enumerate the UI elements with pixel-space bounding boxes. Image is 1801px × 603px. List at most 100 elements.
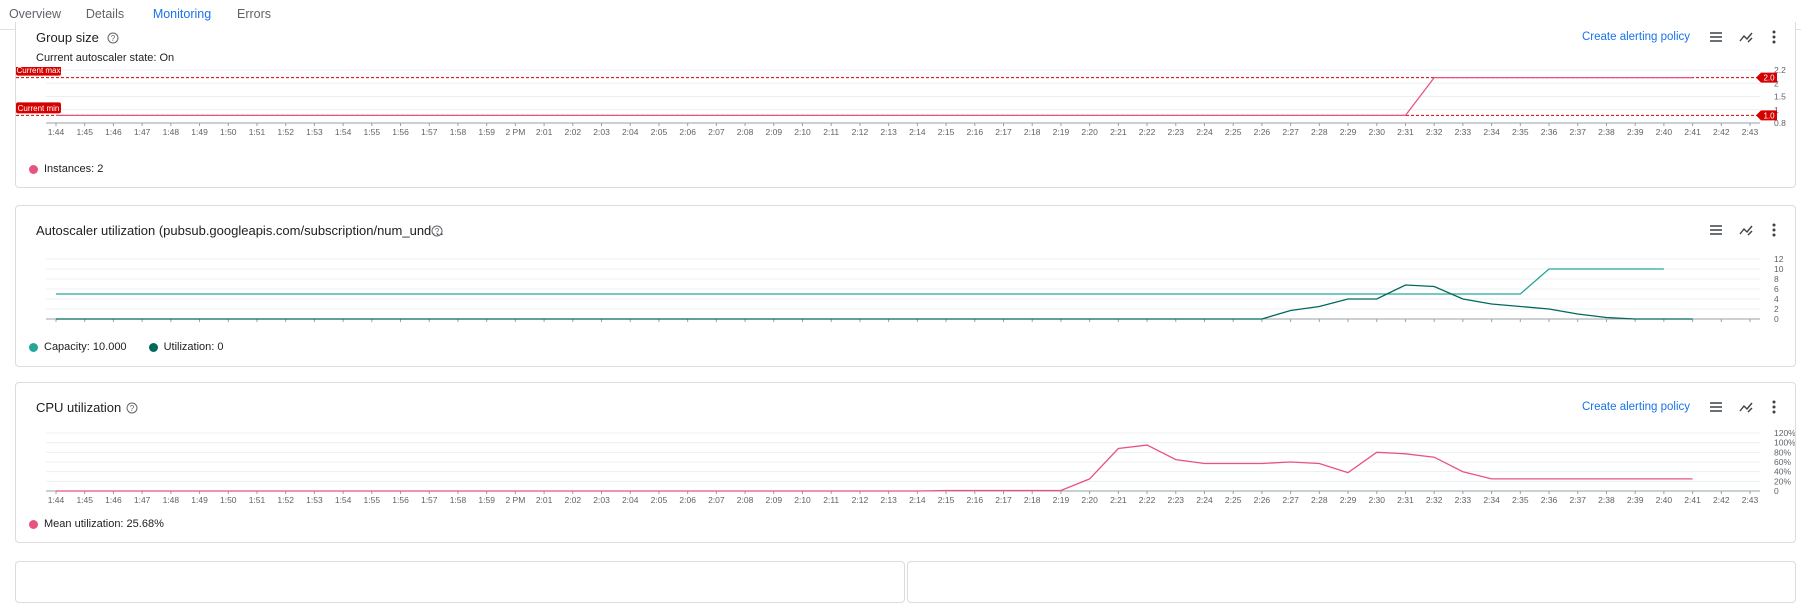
y-tick-label: 0 [1774, 314, 1779, 324]
x-tick-label: 2:29 [1340, 323, 1357, 324]
y-tick-label: 10 [1774, 264, 1784, 274]
x-tick-label: 2:13 [880, 127, 897, 137]
legend-item-instances[interactable]: Instances: 2 [29, 163, 103, 175]
x-tick-label: 2:01 [536, 495, 553, 505]
x-tick-label: 1:55 [364, 127, 381, 137]
y-tick-label: 8 [1774, 274, 1779, 284]
threshold-badge-label: Current max [16, 67, 60, 75]
x-tick-label: 2:32 [1426, 323, 1443, 324]
x-tick-label: 2:33 [1455, 495, 1472, 505]
more-vert-icon[interactable] [1766, 399, 1782, 415]
x-tick-label: 1:56 [392, 495, 409, 505]
create-alerting-policy-link[interactable]: Create alerting policy [1582, 401, 1691, 413]
legend-toggle-icon[interactable] [1708, 29, 1724, 45]
svg-text:?: ? [111, 34, 116, 43]
create-alerting-policy-link[interactable]: Create alerting policy [1582, 31, 1691, 43]
x-tick-label: 2:10 [794, 127, 811, 137]
help-icon[interactable]: ? [126, 402, 138, 414]
y-tick-label: 100% [1774, 438, 1795, 448]
x-tick-label: 2:27 [1282, 495, 1299, 505]
x-tick-label: 2:21 [1110, 495, 1127, 505]
y-tick-label: 12 [1774, 254, 1784, 264]
x-tick-label: 1:46 [105, 323, 122, 324]
legend-item-mean-utilization[interactable]: Mean utilization: 25.68% [29, 518, 164, 530]
x-tick-label: 2:23 [1167, 495, 1184, 505]
explore-chart-icon[interactable] [1738, 399, 1754, 415]
y-tick-label: 2 [1774, 78, 1779, 88]
group-size-legend: Instances: 2 [29, 163, 103, 175]
cpu-utilization-card: CPU utilization ? Create alerting policy… [15, 382, 1796, 543]
svg-text:?: ? [130, 404, 135, 413]
x-tick-label: 1:44 [48, 495, 65, 505]
x-tick-label: 1:57 [421, 323, 438, 324]
threshold-value-tag [1756, 72, 1777, 83]
x-tick-label: 2:41 [1684, 323, 1701, 324]
series-line-utilization[interactable] [56, 284, 1693, 320]
x-tick-label: 2:19 [1053, 495, 1070, 505]
cpu-utilization-chart: 020%40%60%80%100%120% 1:44 1:45 1:46 1:47 1:4… [46, 428, 1795, 505]
x-tick-label: 2:38 [1598, 323, 1615, 324]
help-icon[interactable]: ? [431, 225, 443, 237]
x-tick-label: 2:30 [1368, 323, 1385, 324]
x-tick-label: 2:13 [880, 495, 897, 505]
x-tick-label: 1:48 [163, 323, 180, 324]
more-vert-icon[interactable] [1766, 222, 1782, 238]
x-tick-label: 2:13 [880, 323, 897, 324]
threshold-value-tag [1756, 110, 1777, 121]
x-tick-label: 2:27 [1282, 127, 1299, 137]
x-tick-label: 2:42 [1713, 323, 1730, 324]
x-tick-label: 2:02 [565, 323, 582, 324]
x-tick-label: 1:54 [335, 495, 352, 505]
cpu-utilization-title: CPU utilization [36, 400, 122, 415]
autoscaler-utilization-title: Autoscaler utilization (pubsub.googleapi… [36, 223, 445, 238]
x-tick-label: 2:43 [1742, 127, 1759, 137]
explore-chart-icon[interactable] [1738, 29, 1754, 45]
more-vert-icon[interactable] [1766, 29, 1782, 45]
series-line-instances[interactable] [56, 76, 1693, 117]
tab-overview[interactable]: Overview [8, 7, 62, 21]
x-tick-label: 1:47 [134, 495, 151, 505]
y-tick-label: 40% [1774, 467, 1791, 477]
x-tick-label: 2:16 [967, 127, 984, 137]
explore-chart-icon[interactable] [1738, 222, 1754, 238]
x-tick-label: 2:03 [593, 495, 610, 505]
x-tick-label: 2:11 [823, 323, 839, 324]
series-line-capacity[interactable] [56, 268, 1664, 295]
x-tick-label: 2:11 [823, 127, 839, 137]
x-tick-label: 1:51 [249, 127, 266, 137]
group-size-card: Group size ? Current autoscaler state: O… [15, 22, 1796, 188]
x-tick-label: 2:09 [766, 127, 783, 137]
x-tick-label: 2:05 [651, 127, 668, 137]
x-tick-label: 2:08 [737, 127, 754, 137]
x-tick-label: 2:36 [1541, 495, 1558, 505]
legend-dot [29, 342, 38, 352]
x-tick-label: 2:14 [909, 127, 926, 137]
x-tick-label: 2:40 [1656, 323, 1673, 324]
x-tick-label: 2:29 [1340, 127, 1357, 137]
y-tick-label: 60% [1774, 457, 1791, 467]
help-icon[interactable]: ? [107, 32, 119, 44]
x-tick-label: 2:06 [679, 495, 696, 505]
y-tick-label: 0 [1774, 486, 1779, 496]
x-tick-label: 1:47 [134, 323, 151, 324]
x-tick-label: 1:59 [478, 495, 495, 505]
x-tick-label: 2:18 [1024, 323, 1041, 324]
legend-toggle-icon[interactable] [1708, 399, 1724, 415]
x-tick-label: 1:47 [134, 127, 151, 137]
legend-item-capacity[interactable]: Capacity: 10.000 [29, 341, 127, 353]
legend-item-utilization[interactable]: Utilization: 0 [148, 341, 223, 353]
group-size-chart: 0.8 1 1.5 2 2.2 1:44 1:45 1:46 1:47 1:48 1:49 1:50 1… [16, 67, 1786, 137]
tab-details[interactable]: Details [85, 7, 125, 21]
x-tick-label: 2:15 [938, 127, 955, 137]
x-tick-label: 2:39 [1627, 323, 1644, 324]
x-tick-label: 2:35 [1512, 495, 1529, 505]
tab-errors[interactable]: Errors [236, 7, 272, 21]
x-tick-label: 2:22 [1139, 323, 1156, 324]
series-line-mean-utilization[interactable] [56, 444, 1693, 492]
x-tick-label: 2:38 [1598, 495, 1615, 505]
x-tick-label: 2:22 [1139, 127, 1156, 137]
x-tick-label: 2:08 [737, 495, 754, 505]
x-tick-label: 1:49 [191, 323, 208, 324]
legend-toggle-icon[interactable] [1708, 222, 1724, 238]
